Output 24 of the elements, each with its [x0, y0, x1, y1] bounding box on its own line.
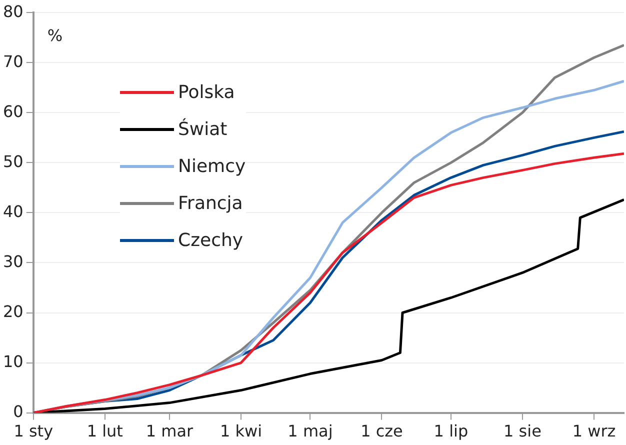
y-tick-label: 70: [3, 52, 24, 71]
legend-label: Francja: [178, 193, 243, 214]
y-tick-label: 50: [3, 152, 24, 171]
x-tick-label: 1 kwi: [220, 422, 262, 441]
y-tick-label: 40: [3, 202, 24, 221]
legend-label: Świat: [178, 119, 228, 140]
x-tick-label: 1 lut: [86, 422, 123, 441]
y-tick-label: 60: [3, 102, 24, 121]
y-tick-label: 10: [3, 352, 24, 371]
y-tick-label: 0: [13, 402, 24, 421]
legend-label: Niemcy: [178, 156, 246, 177]
x-tick-label: 1 cze: [360, 422, 403, 441]
x-tick-label: 1 sie: [504, 422, 542, 441]
legend-label: Polska: [178, 82, 235, 103]
legend-label: Czechy: [178, 230, 244, 251]
x-tick-label: 1 mar: [146, 422, 194, 441]
y-axis-title: %: [47, 26, 63, 45]
x-tick-label: 1 sty: [14, 422, 54, 441]
y-tick-label: 80: [3, 2, 24, 21]
y-tick-label: 30: [3, 252, 24, 271]
x-tick-label: 1 maj: [288, 422, 333, 441]
y-tick-label: 20: [3, 302, 24, 321]
x-tick-label: 1 lip: [434, 422, 468, 441]
x-tick-label: 1 wrz: [572, 422, 616, 441]
